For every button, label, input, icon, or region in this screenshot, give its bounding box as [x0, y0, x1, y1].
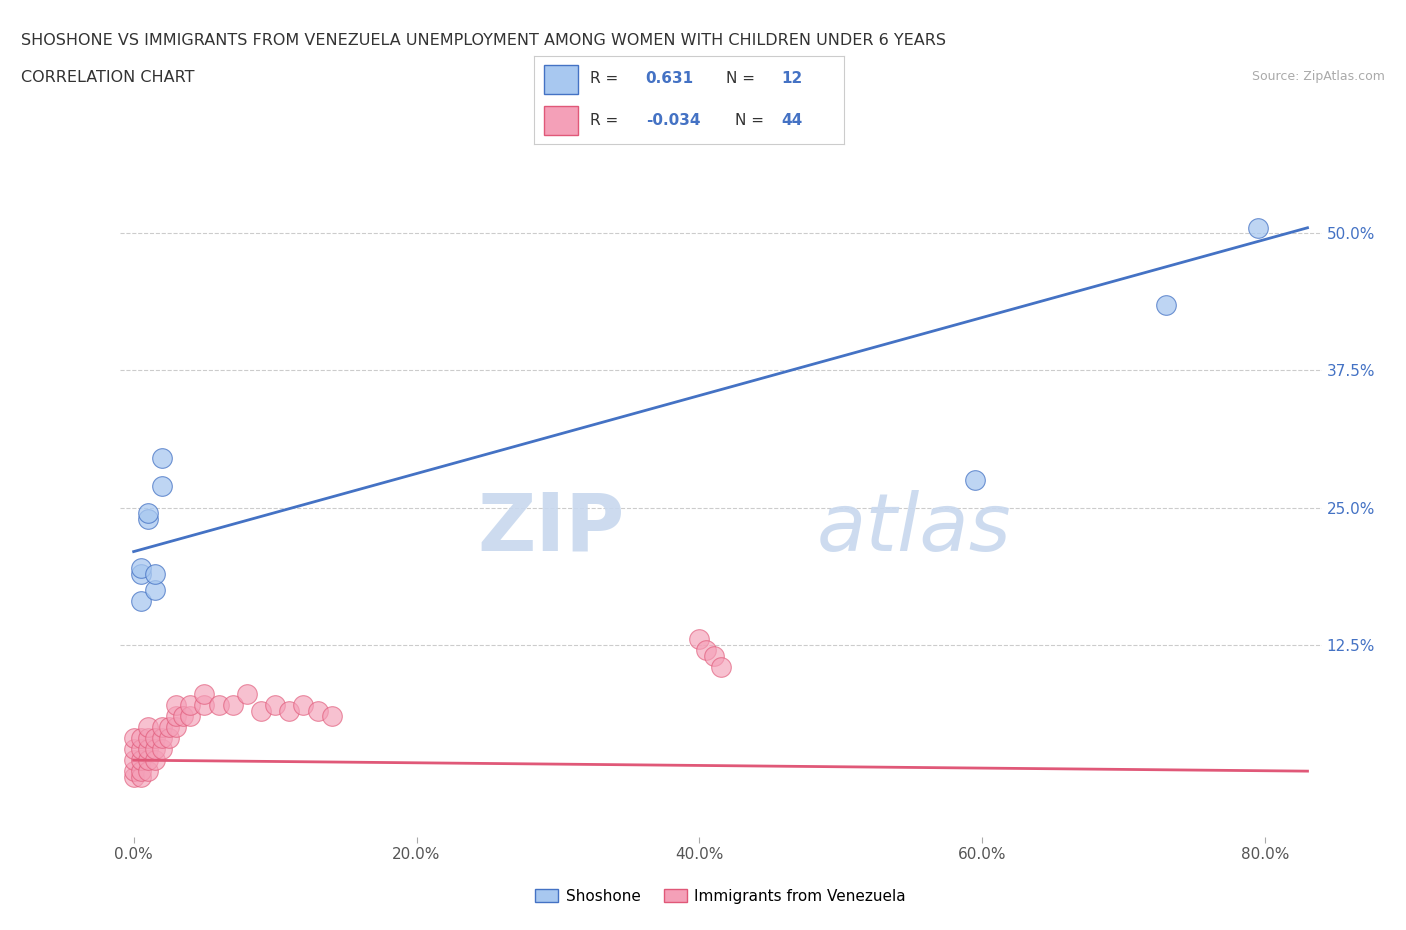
Point — [122, 752, 145, 767]
Text: ZIP: ZIP — [477, 490, 624, 568]
Point — [221, 698, 243, 712]
Point — [122, 742, 145, 757]
Text: 0.631: 0.631 — [645, 72, 693, 86]
Point — [709, 659, 731, 674]
Point — [136, 506, 159, 521]
Point — [136, 512, 159, 526]
Point — [1247, 220, 1270, 235]
Point — [129, 566, 152, 581]
Point — [157, 720, 180, 735]
Point — [122, 764, 145, 778]
Text: R =: R = — [591, 113, 619, 127]
Text: atlas: atlas — [817, 490, 1011, 568]
Text: 44: 44 — [782, 113, 803, 127]
Point — [143, 582, 166, 597]
Point — [136, 764, 159, 778]
Point — [143, 742, 166, 757]
Point — [1154, 298, 1177, 312]
Point — [165, 709, 187, 724]
Point — [965, 472, 987, 487]
FancyBboxPatch shape — [544, 65, 578, 94]
Point — [150, 742, 173, 757]
Legend: Shoshone, Immigrants from Venezuela: Shoshone, Immigrants from Venezuela — [529, 883, 912, 910]
Text: -0.034: -0.034 — [645, 113, 700, 127]
Point — [129, 764, 152, 778]
Point — [193, 698, 215, 712]
Point — [143, 752, 166, 767]
Point — [129, 593, 152, 608]
Point — [129, 752, 152, 767]
Point — [129, 731, 152, 746]
Text: Source: ZipAtlas.com: Source: ZipAtlas.com — [1251, 70, 1385, 83]
Point — [179, 709, 201, 724]
Point — [207, 698, 229, 712]
Point — [307, 703, 329, 718]
Point — [157, 731, 180, 746]
Point — [129, 561, 152, 576]
Point — [688, 632, 710, 647]
Point — [702, 648, 724, 663]
Point — [292, 698, 315, 712]
Text: 12: 12 — [782, 72, 803, 86]
Point — [172, 709, 194, 724]
Point — [165, 698, 187, 712]
Text: SHOSHONE VS IMMIGRANTS FROM VENEZUELA UNEMPLOYMENT AMONG WOMEN WITH CHILDREN UND: SHOSHONE VS IMMIGRANTS FROM VENEZUELA UN… — [21, 33, 946, 47]
FancyBboxPatch shape — [544, 106, 578, 136]
Text: CORRELATION CHART: CORRELATION CHART — [21, 70, 194, 85]
Point — [136, 742, 159, 757]
Point — [122, 769, 145, 784]
Point — [250, 703, 273, 718]
Point — [143, 731, 166, 746]
Point — [165, 720, 187, 735]
Point — [278, 703, 301, 718]
Point — [150, 720, 173, 735]
Text: N =: N = — [725, 72, 755, 86]
Text: R =: R = — [591, 72, 619, 86]
Point — [136, 752, 159, 767]
Point — [264, 698, 287, 712]
Text: N =: N = — [735, 113, 765, 127]
Point — [236, 687, 259, 702]
Point — [143, 566, 166, 581]
Point — [193, 687, 215, 702]
Point — [129, 769, 152, 784]
Point — [122, 731, 145, 746]
Point — [179, 698, 201, 712]
Point — [150, 451, 173, 466]
Point — [150, 731, 173, 746]
Point — [136, 731, 159, 746]
Point — [695, 643, 717, 658]
Point — [150, 478, 173, 493]
Point — [136, 720, 159, 735]
Point — [321, 709, 343, 724]
Point — [129, 742, 152, 757]
